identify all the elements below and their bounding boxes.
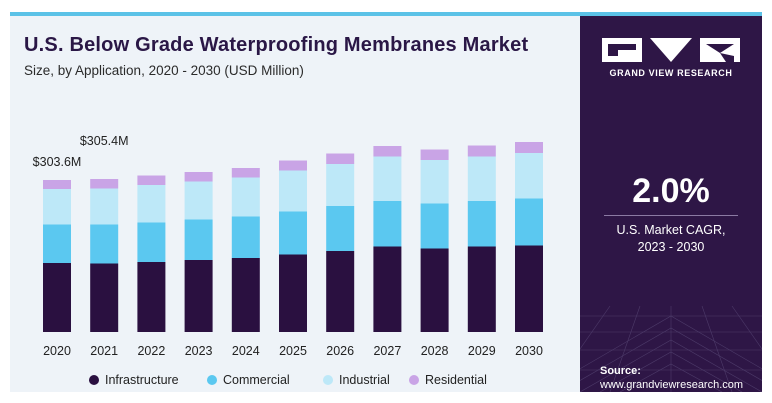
bar-segment-residential-2022 bbox=[137, 175, 166, 185]
x-tick-label: 2020 bbox=[43, 344, 71, 358]
bar-segment-infrastructure-2026 bbox=[326, 251, 355, 332]
grand-view-research-logo bbox=[602, 38, 740, 62]
grid-pattern-decoration bbox=[580, 305, 762, 392]
source-url[interactable]: www.grandviewresearch.com bbox=[600, 379, 744, 391]
x-tick-label: 2026 bbox=[326, 344, 354, 358]
bar-segment-infrastructure-2023 bbox=[184, 260, 213, 332]
chart-title: U.S. Below Grade Waterproofing Membranes… bbox=[24, 34, 529, 56]
bar-segment-infrastructure-2021 bbox=[90, 263, 119, 332]
x-tick-label: 2024 bbox=[232, 344, 260, 358]
bar-segment-residential-2026 bbox=[326, 153, 355, 164]
bar-segment-infrastructure-2020 bbox=[43, 263, 71, 332]
bar-segment-infrastructure-2022 bbox=[137, 262, 166, 332]
x-tick-label: 2021 bbox=[90, 344, 118, 358]
value-annotation: $305.4M bbox=[80, 134, 129, 148]
cagr-label-line1: U.S. Market CAGR, bbox=[616, 223, 726, 237]
legend-swatch-commercial bbox=[207, 375, 217, 385]
bar-segment-commercial-2027 bbox=[373, 201, 402, 247]
bar-segment-residential-2025 bbox=[279, 160, 307, 171]
bar-segment-industrial-2027 bbox=[373, 156, 402, 201]
x-tick-label: 2025 bbox=[279, 344, 307, 358]
bar-segment-industrial-2021 bbox=[90, 188, 119, 225]
bar-segment-industrial-2028 bbox=[420, 160, 449, 204]
bar-segment-commercial-2029 bbox=[467, 201, 496, 247]
brand-name: GRAND VIEW RESEARCH bbox=[609, 68, 733, 78]
bar-segment-residential-2023 bbox=[184, 172, 213, 182]
bar-segment-industrial-2023 bbox=[184, 181, 213, 220]
bar-segment-infrastructure-2029 bbox=[467, 246, 496, 332]
bar-segment-infrastructure-2024 bbox=[231, 258, 260, 332]
cagr-value: 2.0% bbox=[632, 172, 710, 210]
cagr-label-line2: 2023 - 2030 bbox=[637, 240, 705, 254]
bar-segment-residential-2021 bbox=[90, 179, 119, 189]
legend-swatch-residential bbox=[409, 375, 419, 385]
bar-segment-commercial-2030 bbox=[515, 198, 543, 246]
bar-segment-residential-2028 bbox=[420, 149, 449, 160]
bar-segment-industrial-2024 bbox=[231, 177, 260, 217]
chart-card: U.S. Below Grade Waterproofing Membranes… bbox=[10, 12, 762, 392]
legend-label-residential: Residential bbox=[425, 373, 487, 387]
info-sidebar: GRAND VIEW RESEARCH 2.0% U.S. Market CAG… bbox=[580, 16, 762, 392]
bar-segment-industrial-2022 bbox=[137, 185, 166, 223]
source-label: Source: bbox=[600, 365, 641, 377]
bar-segment-commercial-2020 bbox=[43, 224, 71, 263]
x-tick-label: 2028 bbox=[421, 344, 449, 358]
legend-label-infrastructure: Infrastructure bbox=[105, 373, 179, 387]
value-annotation: $303.6M bbox=[33, 155, 82, 169]
bar-segment-residential-2027 bbox=[373, 146, 402, 157]
bar-segment-industrial-2029 bbox=[467, 156, 496, 201]
bar-segment-industrial-2025 bbox=[279, 170, 307, 212]
stacked-bar-chart: 2020 2021 2022 2023 2024 2025 2026 2027 2028 2029… bbox=[33, 134, 543, 387]
bar-segment-industrial-2030 bbox=[515, 153, 543, 199]
x-tick-label: 2023 bbox=[185, 344, 213, 358]
x-tick-label: 2029 bbox=[468, 344, 496, 358]
bar-segment-commercial-2021 bbox=[90, 224, 119, 264]
bar-segment-residential-2024 bbox=[231, 168, 260, 178]
bar-segment-commercial-2026 bbox=[326, 206, 355, 251]
bar-segment-industrial-2020 bbox=[43, 189, 71, 225]
legend-swatch-infrastructure bbox=[89, 375, 99, 385]
bar-segment-commercial-2028 bbox=[420, 203, 449, 249]
bar-segment-infrastructure-2028 bbox=[420, 248, 449, 332]
chart-subtitle: Size, by Application, 2020 - 2030 (USD M… bbox=[24, 63, 304, 78]
x-tick-label: 2022 bbox=[137, 344, 165, 358]
bar-segment-industrial-2026 bbox=[326, 164, 355, 206]
bar-segment-infrastructure-2030 bbox=[515, 245, 543, 332]
cagr-label: U.S. Market CAGR, 2023 - 2030 bbox=[580, 222, 762, 256]
bar-segment-commercial-2022 bbox=[137, 222, 166, 262]
cagr-divider bbox=[604, 215, 738, 216]
legend-label-commercial: Commercial bbox=[223, 373, 290, 387]
bar-segment-residential-2030 bbox=[515, 142, 543, 153]
bar-segment-commercial-2024 bbox=[231, 216, 260, 258]
chart-panel: U.S. Below Grade Waterproofing Membranes… bbox=[10, 16, 580, 392]
legend-label-industrial: Industrial bbox=[339, 373, 390, 387]
bar-segment-infrastructure-2025 bbox=[279, 254, 307, 332]
bar-segment-residential-2020 bbox=[43, 180, 71, 189]
bar-segment-residential-2029 bbox=[467, 145, 496, 157]
legend-swatch-industrial bbox=[323, 375, 333, 385]
x-tick-label: 2030 bbox=[515, 344, 543, 358]
bar-segment-infrastructure-2027 bbox=[373, 246, 402, 332]
bar-segment-commercial-2025 bbox=[279, 211, 307, 255]
x-tick-label: 2027 bbox=[373, 344, 401, 358]
source-note: Source: www.grandviewresearch.com bbox=[600, 364, 743, 392]
bar-segment-commercial-2023 bbox=[184, 219, 213, 260]
